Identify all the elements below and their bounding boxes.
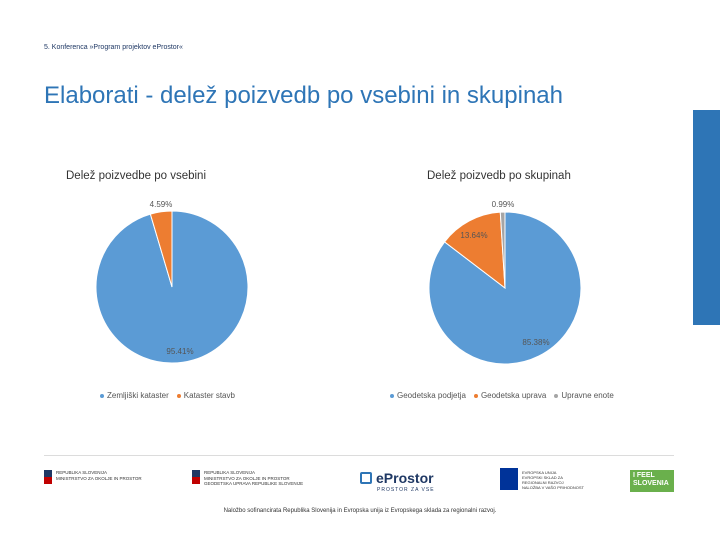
- logo-gurs-text: REPUBLIKA SLOVENIJA MINISTRSTVO ZA OKOLJ…: [204, 470, 304, 486]
- chart2-legend-item-1: Geodetska uprava: [473, 391, 547, 400]
- eprostor-icon: [360, 472, 372, 484]
- eprostor-logo: eProstor: [376, 470, 434, 486]
- chart1-legend-label-1: Kataster stavb: [183, 391, 235, 400]
- chart1-legend-label-0: Zemljiški kataster: [107, 391, 169, 400]
- chart1-slice-1: [149, 210, 173, 288]
- chart1-legend-item-0: Zemljiški kataster: [100, 391, 169, 400]
- page-title: Elaborati - delež poizvedb po vsebini in…: [44, 82, 563, 109]
- chart2-pie: 85.38% 13.64% 0.99%: [428, 200, 582, 365]
- eu-logo-text: EVROPSKA UNIJA EVROPSKI SKLAD ZA REGIONA…: [522, 470, 584, 490]
- chart2-legend: Geodetska podjetja Geodetska uprava Upravn…: [390, 391, 622, 400]
- chart2-data-label-2: 0.99%: [492, 200, 515, 209]
- chart2-legend-label-1: Geodetska uprava: [480, 391, 547, 400]
- eprostor-subtitle: PROSTOR ZA VSE: [377, 487, 435, 493]
- chart2-legend-item-2: Upravne enote: [554, 391, 614, 400]
- chart2-data-label-1: 13.64%: [460, 231, 487, 240]
- chart2-legend-label-2: Upravne enote: [561, 391, 614, 400]
- chart1-legend-item-1: Kataster stavb: [176, 391, 235, 400]
- footer-note: Naložbo sofinancirata Republika Slovenij…: [223, 508, 497, 514]
- chart1-title: Delež poizvedbe po vsebini: [66, 170, 207, 182]
- chart2-legend-label-0: Geodetska podjetja: [397, 391, 466, 400]
- chart1-data-label-0: 95.41%: [166, 347, 193, 356]
- chart2-title: Delež poizvedb po skupinah: [427, 170, 571, 182]
- chart2-legend-swatch-1: [473, 393, 478, 398]
- logo-gurs-icon: [192, 470, 200, 484]
- chart1-legend: Zemljiški kataster Kataster stavb: [100, 391, 243, 400]
- logo-ministry-text: REPUBLIKA SLOVENIJA MINISTRSTVO ZA OKOLJ…: [56, 470, 142, 481]
- chart2-slice-0: [428, 211, 582, 365]
- chart2-slice-2: [499, 211, 506, 289]
- feel-slovenia-logo: I FEEL SLOVENIA: [630, 470, 674, 492]
- chart2-slice-1: [443, 211, 506, 290]
- eu-flag-icon: [500, 468, 518, 490]
- chart1-data-label-1: 4.59%: [150, 200, 173, 209]
- chart2-legend-item-0: Geodetska podjetja: [390, 391, 466, 400]
- chart1-pie: 95.41% 4.59%: [95, 200, 249, 364]
- chart1-legend-swatch-0: [100, 393, 104, 398]
- side-accent-bar: [693, 110, 720, 325]
- chart1-legend-swatch-1: [176, 393, 181, 398]
- chart2-data-label-0: 85.38%: [522, 338, 549, 347]
- logo-ministry-icon: [44, 470, 52, 484]
- conference-label: 5. Konferenca »Program projektov eProsto…: [44, 44, 183, 51]
- chart2-legend-swatch-2: [554, 393, 559, 398]
- chart2-legend-swatch-0: [390, 393, 394, 398]
- footer-divider: [44, 455, 674, 456]
